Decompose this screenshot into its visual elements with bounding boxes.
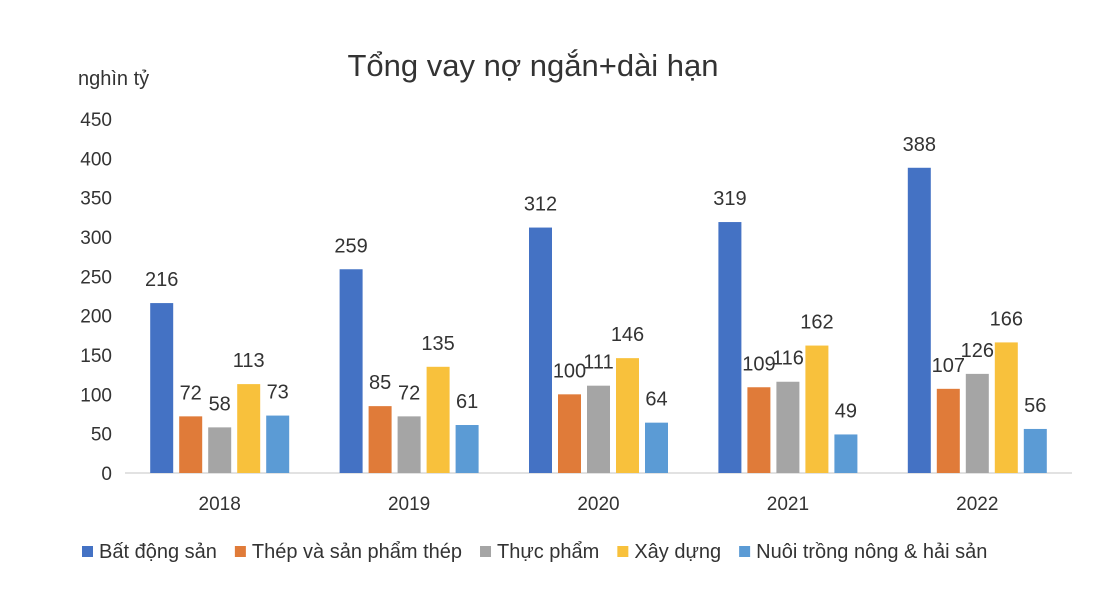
y-tick-label: 300 (80, 228, 112, 249)
data-label: 58 (209, 393, 231, 415)
data-label: 111 (583, 352, 613, 374)
bar (426, 366, 450, 473)
y-tick-label: 50 (91, 425, 112, 446)
data-label: 216 (145, 269, 178, 291)
legend-swatch (480, 546, 492, 557)
data-label: 64 (645, 389, 667, 411)
x-category-label: 2022 (956, 494, 998, 515)
data-label: 126 (961, 340, 994, 362)
y-tick-label: 250 (80, 267, 112, 288)
bar (266, 415, 290, 473)
bar (397, 416, 421, 473)
legend-swatch (739, 546, 751, 557)
data-label: 135 (421, 333, 454, 355)
data-label: 100 (553, 360, 586, 382)
bar (368, 406, 392, 473)
data-label: 116 (772, 348, 804, 370)
bar (179, 416, 203, 473)
bar (747, 387, 771, 473)
chart-title: Tổng vay nợ ngắn+dài hạn (347, 48, 718, 83)
x-category-label: 2021 (767, 494, 809, 515)
y-tick-label: 100 (80, 385, 112, 406)
bar (237, 384, 261, 473)
x-category-label: 2019 (388, 494, 430, 515)
legend-swatch (617, 546, 629, 557)
y-tick-label: 400 (80, 149, 112, 170)
legend-item-label: Nuôi trồng nông & hải sản (756, 541, 987, 563)
x-axis-labels: 2018 2019 2020 2021 2022 (199, 494, 999, 515)
data-label: 73 (267, 382, 289, 404)
data-label: 56 (1024, 395, 1046, 417)
data-label: 109 (742, 353, 775, 375)
data-label: 107 (932, 355, 965, 377)
bar (529, 227, 552, 473)
data-label: 312 (524, 194, 557, 216)
bar (616, 358, 639, 473)
bar (994, 342, 1018, 473)
x-category-label: 2018 (199, 494, 241, 515)
y-axis-ticks: 0 50 100 150 200 250 300 350 400 450 (80, 110, 112, 485)
bar (558, 394, 581, 473)
bar (776, 381, 800, 473)
bar (805, 345, 829, 473)
y-tick-label: 350 (80, 189, 112, 210)
bar (718, 222, 742, 473)
legend-item-label: Thực phẩm (497, 541, 599, 563)
data-label: 49 (835, 400, 857, 422)
bar (150, 303, 174, 473)
data-label: 113 (233, 350, 265, 372)
bar (907, 167, 931, 474)
bar (965, 373, 989, 473)
legend-item-label: Bất động sản (99, 541, 217, 563)
bar (834, 434, 858, 473)
legend: Bất động sản Thép và sản phẩm thép Thực ph… (82, 541, 987, 563)
legend-item-label: Xây dựng (634, 541, 721, 563)
bar (208, 427, 232, 473)
y-tick-label: 450 (80, 110, 112, 131)
bar (1023, 428, 1047, 473)
data-label: 85 (369, 372, 391, 394)
data-label: 319 (713, 188, 746, 210)
data-label: 388 (903, 134, 936, 156)
bar (587, 385, 610, 473)
y-axis-unit-label: nghìn tỷ (78, 68, 149, 90)
legend-swatch (82, 546, 93, 557)
bar (455, 425, 479, 473)
bar (645, 422, 668, 473)
data-label: 259 (334, 235, 367, 257)
bar (936, 388, 960, 473)
data-label: 146 (611, 324, 644, 346)
data-label: 72 (398, 382, 420, 404)
data-label: 162 (800, 312, 833, 334)
x-category-label: 2020 (577, 494, 619, 515)
legend-item-label: Thép và sản phẩm thép (252, 541, 462, 563)
data-label: 166 (990, 308, 1023, 330)
y-tick-label: 0 (101, 464, 112, 485)
legend-swatch (234, 546, 246, 557)
bar (339, 269, 363, 473)
y-tick-label: 200 (80, 307, 112, 328)
data-label: 61 (456, 391, 478, 413)
y-tick-label: 150 (80, 346, 112, 367)
data-label: 72 (180, 382, 202, 404)
bars (150, 167, 1047, 474)
